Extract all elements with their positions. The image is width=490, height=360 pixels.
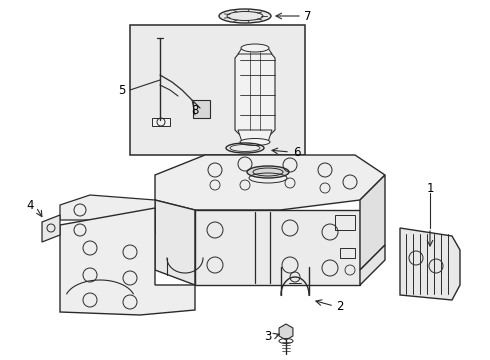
Polygon shape xyxy=(60,208,195,315)
Polygon shape xyxy=(60,195,155,235)
Polygon shape xyxy=(195,210,360,285)
Text: 6: 6 xyxy=(293,145,301,158)
Text: 7: 7 xyxy=(304,9,312,23)
Ellipse shape xyxy=(241,44,269,52)
Text: 4: 4 xyxy=(26,198,34,212)
Polygon shape xyxy=(238,130,272,142)
Text: 2: 2 xyxy=(336,300,344,312)
Polygon shape xyxy=(360,245,385,285)
Polygon shape xyxy=(42,215,60,242)
Polygon shape xyxy=(155,155,385,210)
Polygon shape xyxy=(279,324,293,340)
Polygon shape xyxy=(152,118,170,126)
Text: 1: 1 xyxy=(426,181,434,194)
Polygon shape xyxy=(235,52,275,140)
Polygon shape xyxy=(193,100,210,118)
Polygon shape xyxy=(155,200,195,285)
Text: 8: 8 xyxy=(191,104,198,117)
Polygon shape xyxy=(360,175,385,270)
Ellipse shape xyxy=(247,166,289,178)
Polygon shape xyxy=(400,228,460,300)
Ellipse shape xyxy=(219,9,271,23)
Text: 5: 5 xyxy=(118,84,126,96)
Ellipse shape xyxy=(240,139,270,145)
Polygon shape xyxy=(238,48,272,54)
Text: 3: 3 xyxy=(264,329,271,342)
Bar xyxy=(130,25,305,155)
